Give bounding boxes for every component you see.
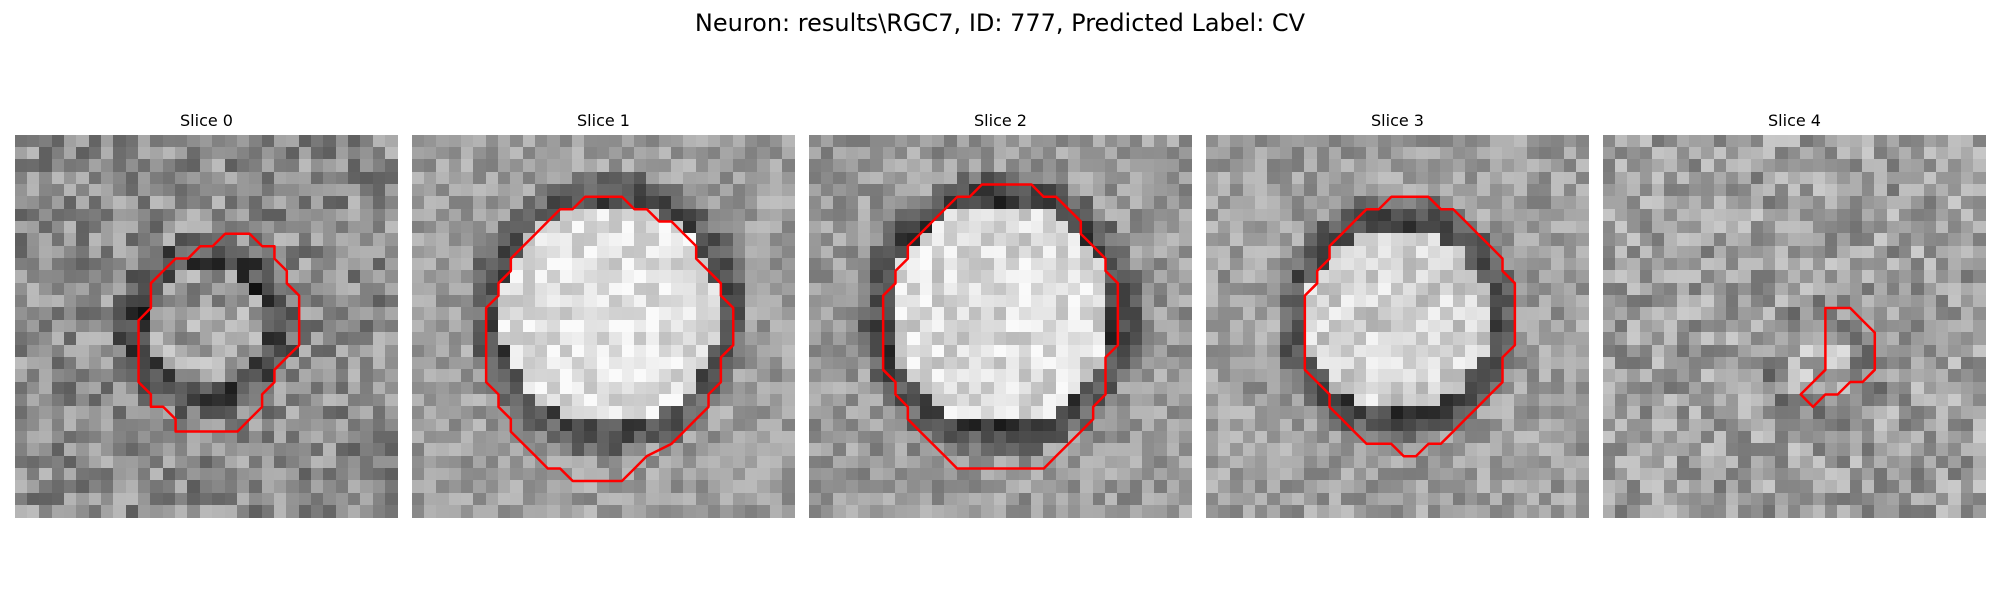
slice-image (1206, 135, 1589, 518)
slice-panel-4: Slice 4 (1603, 108, 1986, 518)
slice-panel-3: Slice 3 (1206, 108, 1589, 518)
slice-title: Slice 1 (577, 111, 630, 130)
slice-image (412, 135, 795, 518)
slice-image (15, 135, 398, 518)
slice-title: Slice 3 (1371, 111, 1424, 130)
slice-title: Slice 4 (1768, 111, 1821, 130)
slice-title: Slice 0 (180, 111, 233, 130)
slice-title: Slice 2 (974, 111, 1027, 130)
slice-image (809, 135, 1192, 518)
slice-image (1603, 135, 1986, 518)
figure-title: Neuron: results\RGC7, ID: 777, Predicted… (694, 9, 1306, 37)
slice-panel-0: Slice 0 (15, 108, 398, 518)
slice-panel-1: Slice 1 (412, 108, 795, 518)
slice-panel-2: Slice 2 (809, 108, 1192, 518)
